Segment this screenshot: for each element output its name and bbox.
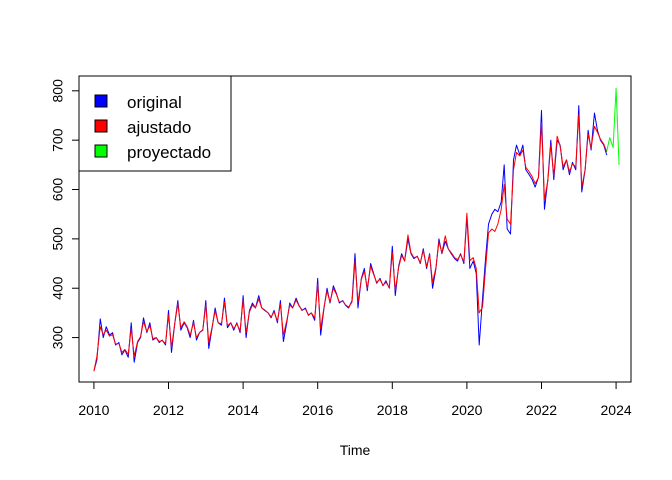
x-tick-label: 2012 — [153, 402, 184, 418]
series-layer — [93, 87, 620, 372]
legend: original ajustado proyectado — [78, 75, 232, 172]
y-axis: 300 400 500 600 700 800 — [50, 79, 80, 350]
x-tick-label: 2016 — [302, 402, 333, 418]
series-line-proyectado — [606, 87, 620, 165]
x-tick-label: 2014 — [228, 402, 259, 418]
y-tick-label: 500 — [50, 227, 66, 251]
y-tick-label: 700 — [50, 128, 66, 152]
legend-swatch-ajustado — [94, 119, 108, 133]
y-tick-label: 800 — [50, 79, 66, 103]
x-axis-title: Time — [340, 442, 371, 458]
legend-swatch-original — [94, 94, 108, 108]
y-tick-label: 300 — [50, 326, 66, 350]
x-tick-label: 2020 — [451, 402, 482, 418]
legend-label-original: original — [127, 93, 182, 112]
series-line-ajustado — [93, 114, 608, 372]
legend-label-proyectado: proyectado — [127, 143, 211, 162]
legend-label-ajustado: ajustado — [127, 118, 191, 137]
y-tick-label: 400 — [50, 276, 66, 300]
x-tick-label: 2024 — [601, 402, 632, 418]
x-tick-label: 2022 — [526, 402, 557, 418]
x-tick-label: 2010 — [78, 402, 109, 418]
x-tick-label: 2018 — [377, 402, 408, 418]
legend-swatch-proyectado — [94, 144, 108, 158]
y-tick-label: 600 — [50, 178, 66, 202]
x-axis: 2010 2012 2014 2016 2018 2020 2022 2024 — [78, 381, 632, 418]
